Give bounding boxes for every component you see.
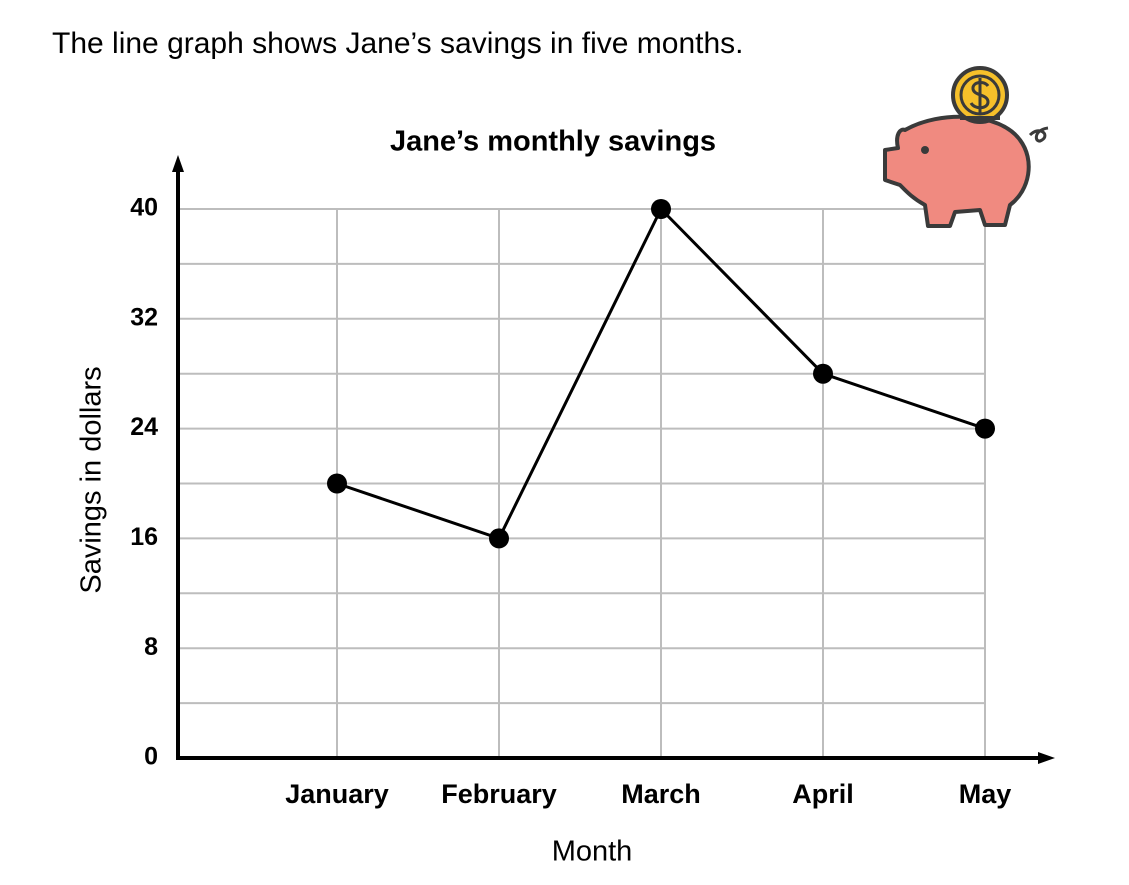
plot: 0 8 16 24 32 40 January February March April May [130,194,1011,810]
y-tick-label: 8 [144,633,158,661]
data-point [651,199,671,219]
x-tick-label: May [959,779,1012,809]
intro-text: The line graph shows Jane’s savings in f… [52,27,743,60]
x-tick-label: March [621,779,701,809]
data-point [975,418,995,439]
chart-title: Jane’s monthly savings [390,126,716,158]
x-axis-arrow [1038,752,1055,764]
y-axis-arrow [172,155,184,172]
piggy-bank-icon [883,66,1049,228]
x-tick-label: January [285,779,389,809]
data-point [489,528,509,549]
y-tick-label: 40 [130,194,158,222]
x-axis-label: Month [552,836,633,868]
axes [172,155,1055,764]
y-tick-label: 24 [130,413,158,441]
data-point [813,363,833,384]
x-tick-label: February [441,779,557,809]
x-tick-label: April [792,779,854,809]
y-tick-label: 16 [130,523,158,551]
y-axis-label: Savings in dollars [76,366,108,593]
data-point [327,473,347,494]
y-tick-label: 32 [130,303,158,331]
y-tick-label: 0 [144,743,158,771]
